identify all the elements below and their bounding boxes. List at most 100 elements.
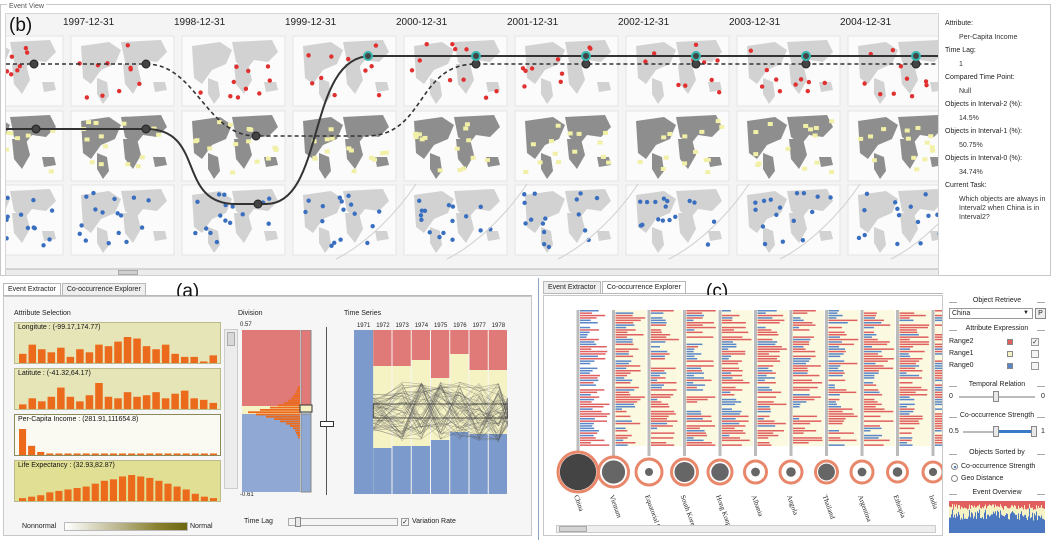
- glyph-interval2-bar: [935, 346, 957, 348]
- scrollbar-thumb[interactable]: [227, 332, 235, 346]
- range-checkbox[interactable]: [1031, 362, 1039, 370]
- range-checkbox[interactable]: [1031, 350, 1039, 358]
- time-lag-value: 1: [959, 61, 963, 68]
- overview-interval0: [993, 511, 994, 533]
- temporal-slider-thumb[interactable]: [993, 391, 999, 402]
- attribute-card[interactable]: Per-Capita Income : (281.91,111654.8): [14, 414, 221, 456]
- event-view-graph[interactable]: [6, 14, 939, 269]
- histogram-bar: [64, 453, 72, 455]
- legend-nonnormal-label: Nonnormal: [22, 523, 57, 530]
- interval2-dot: [878, 92, 883, 97]
- continent-africa: [456, 213, 474, 243]
- tab-event-extractor[interactable]: Event Extractor: [543, 281, 601, 293]
- glyph-interval0-bar: [828, 353, 844, 355]
- attribute-card[interactable]: Longitute : (-99.17,174.77): [14, 322, 221, 364]
- histogram-bar: [152, 392, 160, 409]
- glyph-interval2-bar: [899, 350, 925, 353]
- variation-rate-checkbox[interactable]: ✓: [401, 518, 409, 526]
- continent-south-america: [97, 78, 109, 104]
- event-overview-chart[interactable]: [949, 501, 1047, 533]
- event-view-canvas[interactable]: [5, 13, 939, 269]
- time-lag-slider[interactable]: [288, 517, 398, 527]
- interval2-dot: [643, 59, 648, 64]
- tab-co-occurrence-explorer[interactable]: Co-occurrence Explorer: [601, 281, 686, 293]
- interval2-dot: [716, 90, 722, 95]
- attribute-card[interactable]: Life Expectancy : (32.93,82.87): [14, 460, 221, 502]
- overview-interval2: [1030, 501, 1031, 508]
- co-occurrence-glyphs[interactable]: China Vietnam Equatorial G South Korea Hong …: [544, 296, 966, 535]
- division-slider-track[interactable]: [326, 327, 327, 495]
- glyph-interval0-bar: [899, 355, 911, 358]
- division-interval2-band: [242, 330, 300, 406]
- histogram-bar: [164, 483, 172, 501]
- histogram-bar: [152, 349, 160, 363]
- overview-interval0: [991, 514, 992, 533]
- time-lag-slider-thumb[interactable]: [295, 517, 301, 527]
- co-occurrence-view[interactable]: China Vietnam Equatorial G South Korea Hong …: [543, 295, 966, 536]
- glyph-interval2-bar: [651, 406, 670, 408]
- continent-australia: [486, 231, 500, 241]
- interval0-dot: [214, 239, 220, 245]
- attribute-card[interactable]: Latitute : (-41.32,64.17): [14, 368, 221, 410]
- overview-interval1: [971, 505, 972, 513]
- interval1-region: [324, 149, 330, 154]
- glyph-interval2-bar: [651, 413, 676, 415]
- overview-interval1: [984, 506, 985, 513]
- overview-interval2: [964, 501, 965, 508]
- interval1-region: [871, 158, 877, 163]
- strength-min: 0.5: [949, 428, 959, 435]
- glyph-interval0-bar: [722, 372, 732, 374]
- date-label: 2004-12-31: [840, 17, 892, 28]
- sort-geo-radio[interactable]: [951, 475, 958, 482]
- p-button[interactable]: P: [1035, 308, 1046, 319]
- overview-interval2: [994, 501, 995, 508]
- overview-interval2: [1033, 501, 1034, 510]
- interval1-region: [93, 120, 99, 125]
- glyph-interval0-bar: [580, 367, 598, 370]
- overview-interval2: [1026, 501, 1027, 510]
- scrollbar-thumb[interactable]: [559, 526, 587, 532]
- interval1-region: [600, 154, 606, 159]
- overview-interval0: [1035, 515, 1036, 533]
- overview-interval1: [1000, 504, 1001, 511]
- interval0-dot: [418, 213, 424, 218]
- range-checkbox[interactable]: ✓: [1031, 338, 1039, 346]
- overview-interval1: [972, 505, 973, 514]
- glyph-interval2-bar: [935, 391, 957, 394]
- sort-strength-radio[interactable]: [951, 463, 958, 470]
- strength-slider-max-thumb[interactable]: [1031, 426, 1037, 437]
- object-select[interactable]: China ▼: [949, 308, 1033, 319]
- histogram-bar: [47, 396, 56, 409]
- glyph-interval2-bar: [828, 413, 854, 415]
- interval0-dot: [760, 224, 766, 229]
- continent-south-america: [652, 227, 664, 253]
- time-series-chart[interactable]: 1971 1972 1973 1974 1975 1976 1977 1978: [354, 320, 508, 496]
- division-slider-thumb[interactable]: [320, 421, 334, 427]
- glyph-interval2-bar: [615, 329, 636, 331]
- event-view-scrollbar[interactable]: [5, 269, 939, 276]
- co-occurrence-scrollbar[interactable]: [556, 525, 936, 533]
- overview-interval0: [990, 515, 991, 533]
- interval1-region: [537, 160, 543, 165]
- event-path-dashed: [6, 63, 938, 137]
- interval0-dot: [106, 241, 111, 246]
- interval1-region: [8, 131, 14, 136]
- tab-co-occurrence-explorer[interactable]: Co-occurrence Explorer: [61, 283, 146, 295]
- strength-slider-min-thumb[interactable]: [993, 426, 999, 437]
- glyph-interval0-bar: [686, 430, 705, 432]
- glyph-interval2-bar: [864, 314, 876, 317]
- attribute-list-scrollbar[interactable]: [224, 329, 238, 489]
- continent-africa: [234, 139, 252, 169]
- scrollbar-thumb[interactable]: [118, 270, 138, 275]
- interval0-dot: [656, 217, 661, 222]
- interval0-dot: [450, 218, 455, 224]
- glyph-interval2-bar: [686, 324, 703, 326]
- glyph-interval0-bar: [828, 384, 835, 386]
- tab-event-extractor[interactable]: Event Extractor: [3, 283, 61, 295]
- overview-interval0: [1008, 519, 1009, 533]
- histogram-bar: [37, 451, 45, 455]
- continent-australia: [153, 82, 167, 92]
- division-chart[interactable]: [240, 330, 314, 494]
- continent-south-america: [652, 78, 664, 104]
- division-histogram-bar: [286, 422, 300, 425]
